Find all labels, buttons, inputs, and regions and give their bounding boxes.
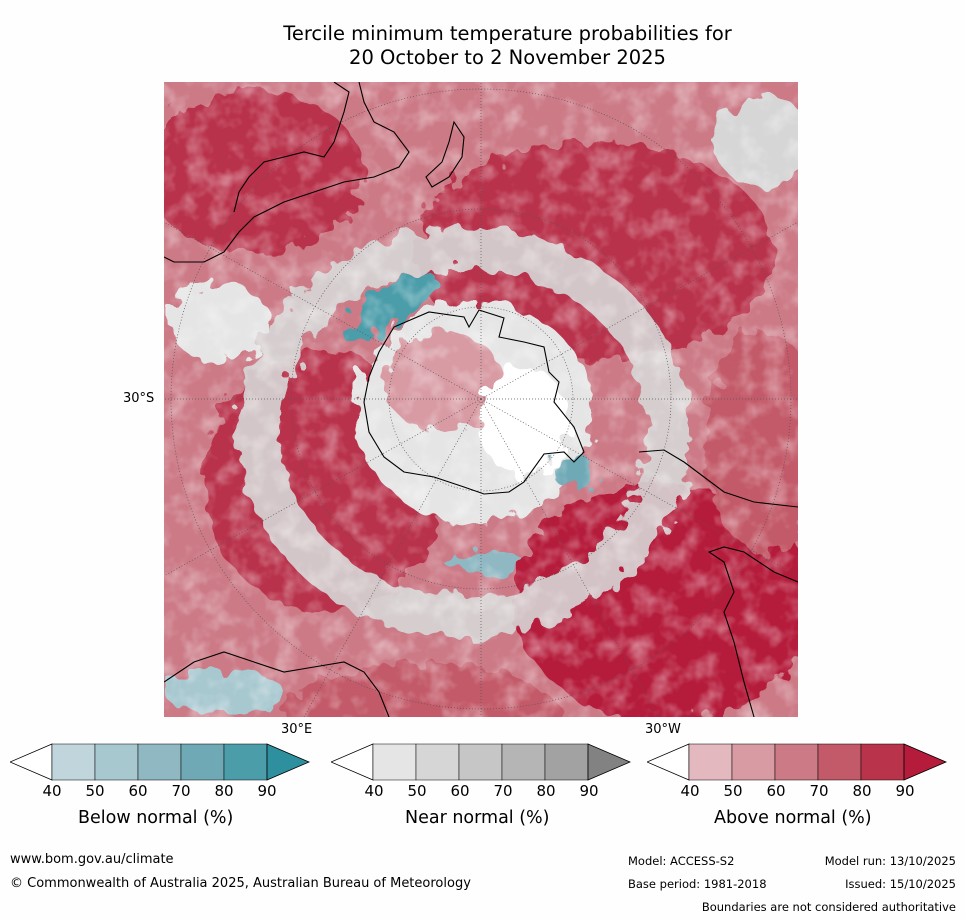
footer-url[interactable]: www.bom.gov.au/climate xyxy=(10,852,174,867)
colorbar-below-title: Below normal (%) xyxy=(78,808,234,828)
colorbar-extend-high xyxy=(266,743,310,781)
coastlines xyxy=(164,82,798,717)
map-title: Tercile minimum temperature probabilitie… xyxy=(0,22,965,70)
map-svg xyxy=(164,82,798,717)
colorbar-segment xyxy=(458,743,503,781)
meridian-ne xyxy=(480,221,798,400)
colorbar-segment xyxy=(372,743,417,781)
africa-outline xyxy=(164,651,390,717)
colorbar-extend-low xyxy=(10,743,53,781)
colorbar-above xyxy=(647,743,947,781)
colorbar-tick-label: 40 xyxy=(42,782,62,800)
colorbar-tick-label: 50 xyxy=(407,782,427,800)
colorbar-segment xyxy=(731,743,776,781)
meridian-30w xyxy=(480,398,659,717)
footer-base-period: Base period: 1981-2018 xyxy=(628,877,767,891)
colorbar-segment xyxy=(501,743,546,781)
colorbar-segment xyxy=(94,743,139,781)
meridian-nw xyxy=(164,221,482,400)
lon-label-30e: 30°E xyxy=(281,722,313,737)
lon-label-30w: 30°W xyxy=(645,722,681,737)
colorbar-below-svg xyxy=(10,743,310,781)
colorbar-above-title: Above normal (%) xyxy=(714,808,872,828)
colorbar-near xyxy=(331,743,631,781)
colorbar-tick-label: 40 xyxy=(680,782,700,800)
colorbar-tick-label: 60 xyxy=(450,782,470,800)
colorbar-tick-label: 50 xyxy=(723,782,743,800)
south-america-outline xyxy=(638,449,798,717)
graticule-circle-60s xyxy=(388,306,574,492)
lat-label-30s: 30°S xyxy=(123,391,155,406)
colorbar-tick-label: 80 xyxy=(214,782,234,800)
colorbar-tick-label: 50 xyxy=(85,782,105,800)
colorbar-tick-label: 40 xyxy=(364,782,384,800)
colorbar-segment xyxy=(137,743,182,781)
colorbar-extend-low xyxy=(647,743,690,781)
colorbar-extend-low xyxy=(331,743,374,781)
colorbar-segment xyxy=(223,743,268,781)
colorbar-segment xyxy=(817,743,862,781)
colorbar-segment xyxy=(688,743,733,781)
colorbar-tick-label: 70 xyxy=(809,782,829,800)
colorbar-tick-label: 60 xyxy=(128,782,148,800)
probability-map xyxy=(164,82,798,717)
colorbar-segment xyxy=(51,743,96,781)
footer-issued: Issued: 15/10/2025 xyxy=(845,877,956,891)
footer-copyright: © Commonwealth of Australia 2025, Austra… xyxy=(10,876,471,891)
colorbar-extend-high xyxy=(587,743,631,781)
colorbar-near-title: Near normal (%) xyxy=(405,808,550,828)
meridian-sw xyxy=(164,398,482,577)
title-line-1: Tercile minimum temperature probabilitie… xyxy=(283,22,732,45)
title-line-2: 20 October to 2 November 2025 xyxy=(349,46,666,69)
colorbar-tick-label: 90 xyxy=(579,782,599,800)
colorbar-above-svg xyxy=(647,743,947,781)
footer-model: Model: ACCESS-S2 xyxy=(628,854,735,868)
colorbar-tick-label: 70 xyxy=(171,782,191,800)
colorbar-below xyxy=(10,743,310,781)
colorbar-tick-label: 80 xyxy=(852,782,872,800)
colorbar-segment xyxy=(415,743,460,781)
colorbar-segment xyxy=(544,743,589,781)
antarctica-outline xyxy=(363,309,585,495)
australia-outline xyxy=(164,82,410,263)
footer-disclaimer: Boundaries are not considered authoritat… xyxy=(701,900,956,914)
colorbar-tick-label: 90 xyxy=(895,782,915,800)
footer-model-run: Model run: 13/10/2025 xyxy=(824,854,956,868)
colorbar-extend-high xyxy=(903,743,947,781)
colorbar-near-svg xyxy=(331,743,631,781)
colorbar-tick-label: 90 xyxy=(257,782,277,800)
colorbar-tick-label: 60 xyxy=(766,782,786,800)
colorbar-segment xyxy=(860,743,905,781)
colorbar-segment xyxy=(774,743,819,781)
meridian-se xyxy=(480,398,798,577)
colorbar-tick-label: 80 xyxy=(536,782,556,800)
colorbar-segment xyxy=(180,743,225,781)
new-zealand-outline xyxy=(425,120,465,188)
colorbar-tick-label: 70 xyxy=(493,782,513,800)
